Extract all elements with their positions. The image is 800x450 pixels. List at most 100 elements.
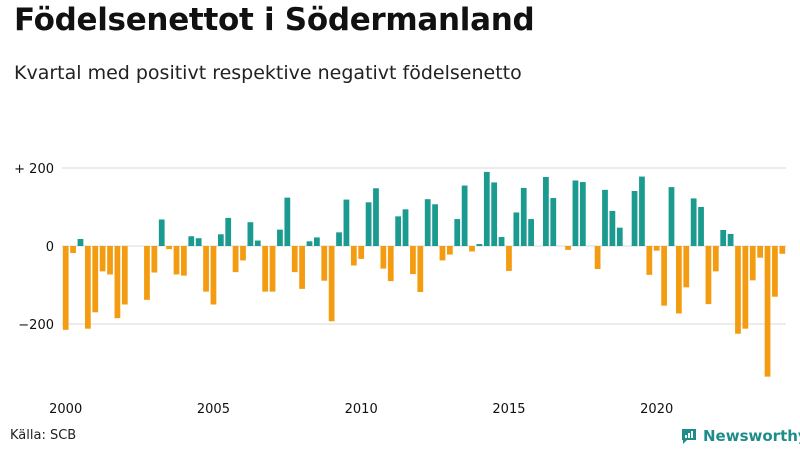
bar-positive (217, 234, 224, 246)
bar-layer (62, 171, 786, 377)
bar-positive (314, 237, 320, 246)
x-tick-label: 2000 (49, 402, 82, 417)
bar-negative (742, 246, 749, 329)
bar-positive (520, 187, 527, 246)
bar-negative (151, 246, 158, 273)
bar-negative (92, 246, 99, 313)
bar-negative (210, 246, 217, 305)
bar-negative (181, 246, 187, 276)
bar-positive (616, 227, 623, 246)
bar-positive (336, 232, 342, 246)
bar-positive (476, 244, 483, 246)
x-tick-label: 2005 (197, 402, 230, 417)
bar-negative (446, 246, 453, 255)
bar-negative (321, 246, 328, 281)
bar-positive (572, 180, 579, 246)
bar-positive (668, 187, 675, 246)
bar-negative (469, 246, 475, 252)
x-tick-label: 2010 (345, 402, 378, 417)
bar-positive (188, 236, 195, 246)
bar-negative (749, 246, 756, 281)
bar-positive (424, 199, 431, 246)
axis-labels: + 200 0 −200 2000 2005 2010 2015 2020 (14, 162, 673, 417)
bar-negative (705, 246, 712, 305)
bar-negative (594, 246, 601, 270)
bar-negative (676, 246, 682, 314)
bar-positive (543, 176, 549, 246)
bar-chart: + 200 0 −200 2000 2005 2010 2015 2020 (14, 162, 786, 417)
bar-positive (528, 219, 534, 246)
brand-logo: Newsworthy (680, 427, 800, 445)
bar-negative (757, 246, 764, 258)
bar-positive (158, 219, 165, 246)
bar-negative (203, 246, 209, 292)
bar-negative (350, 246, 357, 266)
bar-negative (107, 246, 113, 275)
bar-negative (764, 246, 771, 377)
bar-negative (291, 246, 298, 273)
bar-negative (417, 246, 424, 293)
bar-negative (166, 246, 172, 250)
newsworthy-logo-icon (682, 429, 696, 444)
bar-negative (144, 246, 150, 300)
bar-positive (225, 217, 232, 246)
bar-positive (254, 240, 261, 246)
chart-title: Födelsenettot i Södermanland (14, 2, 535, 38)
bar-negative (299, 246, 305, 289)
bar-negative (173, 246, 180, 275)
bar-positive (498, 237, 505, 246)
bar-positive (277, 229, 283, 246)
bar-positive (343, 199, 350, 246)
bar-positive (373, 188, 379, 246)
bar-negative (646, 246, 653, 275)
bar-positive (395, 216, 402, 246)
bar-negative (380, 246, 387, 269)
bar-positive (579, 182, 586, 246)
y-tick-label: −200 (18, 318, 54, 333)
bar-negative (99, 246, 106, 272)
bar-negative (328, 246, 335, 322)
source-note: Källa: SCB (10, 428, 77, 443)
bar-positive (631, 191, 638, 246)
bar-negative (661, 246, 667, 306)
bar-positive (602, 189, 608, 246)
x-tick-label: 2020 (640, 402, 673, 417)
bar-positive (609, 210, 616, 246)
bar-positive (727, 233, 734, 246)
bar-positive (461, 185, 468, 246)
bar-positive (483, 171, 490, 246)
bar-negative (121, 246, 128, 305)
bar-positive (284, 197, 291, 246)
bar-negative (269, 246, 276, 292)
y-tick-label: + 200 (14, 162, 54, 177)
bar-positive (698, 207, 704, 246)
bar-positive (513, 212, 520, 246)
bar-negative (62, 246, 69, 330)
bar-positive (690, 198, 697, 246)
bar-negative (779, 246, 786, 254)
bar-negative (240, 246, 246, 261)
bar-negative (232, 246, 239, 273)
bar-negative (653, 246, 660, 251)
bar-negative (683, 246, 690, 288)
bar-negative (114, 246, 121, 319)
bar-negative (506, 246, 512, 271)
bar-positive (432, 204, 438, 246)
chart-subtitle: Kvartal med positivt respektive negativt… (14, 62, 522, 84)
x-tick-label: 2015 (492, 402, 525, 417)
bar-negative (439, 246, 446, 261)
bar-negative (565, 246, 571, 250)
bar-negative (735, 246, 741, 334)
bar-positive (247, 222, 254, 246)
bar-positive (639, 176, 645, 246)
bar-positive (195, 238, 202, 246)
bar-negative (262, 246, 269, 292)
bar-negative (387, 246, 394, 282)
bar-negative (70, 246, 76, 254)
bar-positive (77, 238, 84, 246)
bar-negative (712, 246, 719, 272)
y-tick-label: 0 (46, 240, 54, 255)
bar-positive (402, 209, 409, 246)
bar-positive (454, 219, 461, 246)
bar-positive (720, 230, 727, 246)
